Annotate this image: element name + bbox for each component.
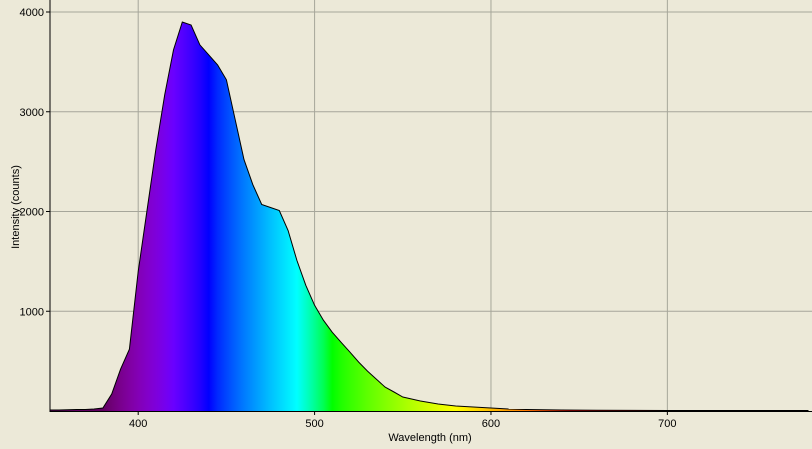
area-fill: [50, 22, 809, 411]
x-tick-label: 700: [658, 418, 676, 430]
y-axis-label: Intensity (counts): [10, 165, 22, 249]
x-tick-label: 500: [305, 418, 323, 430]
data-line: [50, 21, 809, 411]
y-tick-label: 3000: [20, 107, 44, 119]
y-tick-label: 4000: [20, 7, 44, 19]
y-tick-label: 1000: [20, 306, 44, 318]
x-axis-label: Wavelength (nm): [388, 432, 471, 444]
y-tick-label: 2000: [20, 207, 44, 219]
x-tick-label: 400: [129, 418, 147, 430]
x-tick-label: 600: [482, 418, 500, 430]
